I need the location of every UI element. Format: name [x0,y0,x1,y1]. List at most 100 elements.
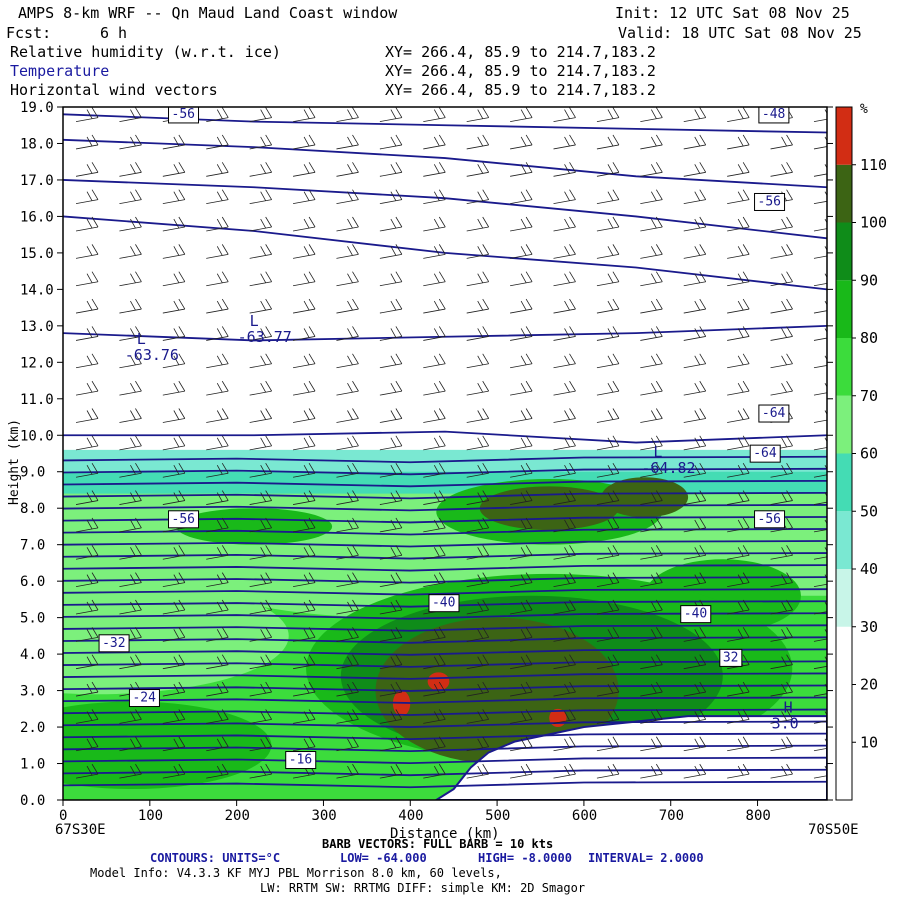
wind-barb [813,765,827,779]
wind-barb [336,763,359,779]
wind-barb [813,601,827,615]
wind-barb [727,326,750,341]
wind-barb [423,627,446,642]
x-end-label: 70S50E [808,822,859,838]
wind-barb [727,162,750,177]
y-tick-label: 12.0 [20,355,54,371]
wind-barb [379,408,403,423]
wind-barb [206,599,229,615]
wind-barb [336,162,359,177]
wind-barb [727,681,750,697]
wind-barb [466,326,490,341]
wind-barb [596,216,620,232]
wind-barb [510,463,533,478]
wind-barb [727,490,750,505]
wind-barb [553,763,576,779]
wind-barb [640,408,663,423]
wind-barb [683,681,707,697]
rh-blob-low-west [63,701,272,790]
colorbar-tick-label: 70 [860,387,878,405]
y-tick-label: 18.0 [20,136,54,152]
temperature-contour [63,732,827,740]
colorbar-segment [836,280,852,338]
wind-barb [596,463,620,478]
wind-barb [423,244,446,259]
wind-barb [423,654,446,670]
contour-label: -24 [132,691,156,706]
temperature-contour [63,696,827,704]
wind-barb [683,326,707,341]
wind-barb [423,216,446,232]
wind-barb [379,736,403,752]
wind-barb [683,244,707,259]
x-tick-label: 400 [398,808,423,824]
wind-barb [640,709,663,724]
wind-barb [336,244,359,259]
temperature-contour [63,540,827,548]
rh-blob-upper-core2 [601,477,689,518]
wind-barb [336,380,359,396]
wind-barb [206,463,229,478]
extremum-mark: L [137,330,146,348]
wind-barb [466,654,490,670]
wind-barb [510,736,533,752]
wind-barb [727,353,750,369]
wind-barb [423,435,446,451]
wind-barb [379,134,403,150]
wind-barb [683,107,707,122]
temperature-contour [63,708,827,716]
contour-label-box [98,634,130,653]
wind-barb [119,271,142,287]
contour-label: -40 [432,596,455,611]
y-tick-label: 9.0 [20,465,45,481]
wind-barb [770,763,793,779]
wind-barb [336,572,359,588]
wind-barb [119,326,142,341]
wind-barb [119,162,142,177]
wind-barb [423,572,446,588]
wind-barb [379,435,403,451]
wind-barb [249,408,273,423]
wind-barb [292,408,316,423]
wind-barb [510,244,533,259]
wind-barb [336,463,359,478]
wind-barb [640,654,663,670]
wind-barb [596,681,620,697]
wind-barb [640,189,663,205]
colorbar-segment [836,222,852,281]
wind-barb [466,599,490,615]
y-tick-label: 8.0 [20,501,45,517]
plot-area [63,107,827,800]
wind-barb [640,216,663,232]
wind-barb [813,683,827,697]
wind-barb [336,517,359,533]
wind-barb [770,599,793,615]
wind-barb [75,736,99,752]
wind-barb [770,134,793,150]
wind-barb [727,271,750,287]
wind-barb [553,490,576,505]
wind-barb [596,572,620,588]
wind-barb [379,517,403,533]
wind-barb [292,435,316,451]
contour-label: -56 [172,107,195,122]
wind-barb [466,763,490,779]
wind-barb [813,300,827,314]
wind-barb [466,107,490,122]
wind-barb [206,216,229,232]
x-tick-label: 0 [59,808,67,824]
wind-barb [683,463,707,478]
wind-barb [162,709,186,724]
wind-barb [813,328,827,341]
wind-barb [510,627,533,642]
field-name-rh: Relative humidity (w.r.t. ice) [10,43,281,61]
wind-barb [596,627,620,642]
wind-barb [683,627,707,642]
temperature-contour [63,430,827,444]
wind-barb [119,490,142,505]
wind-barb [423,107,446,122]
field-name-wind: Horizontal wind vectors [10,81,218,99]
wind-barb [813,711,827,724]
wind-barb [119,736,142,752]
wind-barb [813,465,827,478]
